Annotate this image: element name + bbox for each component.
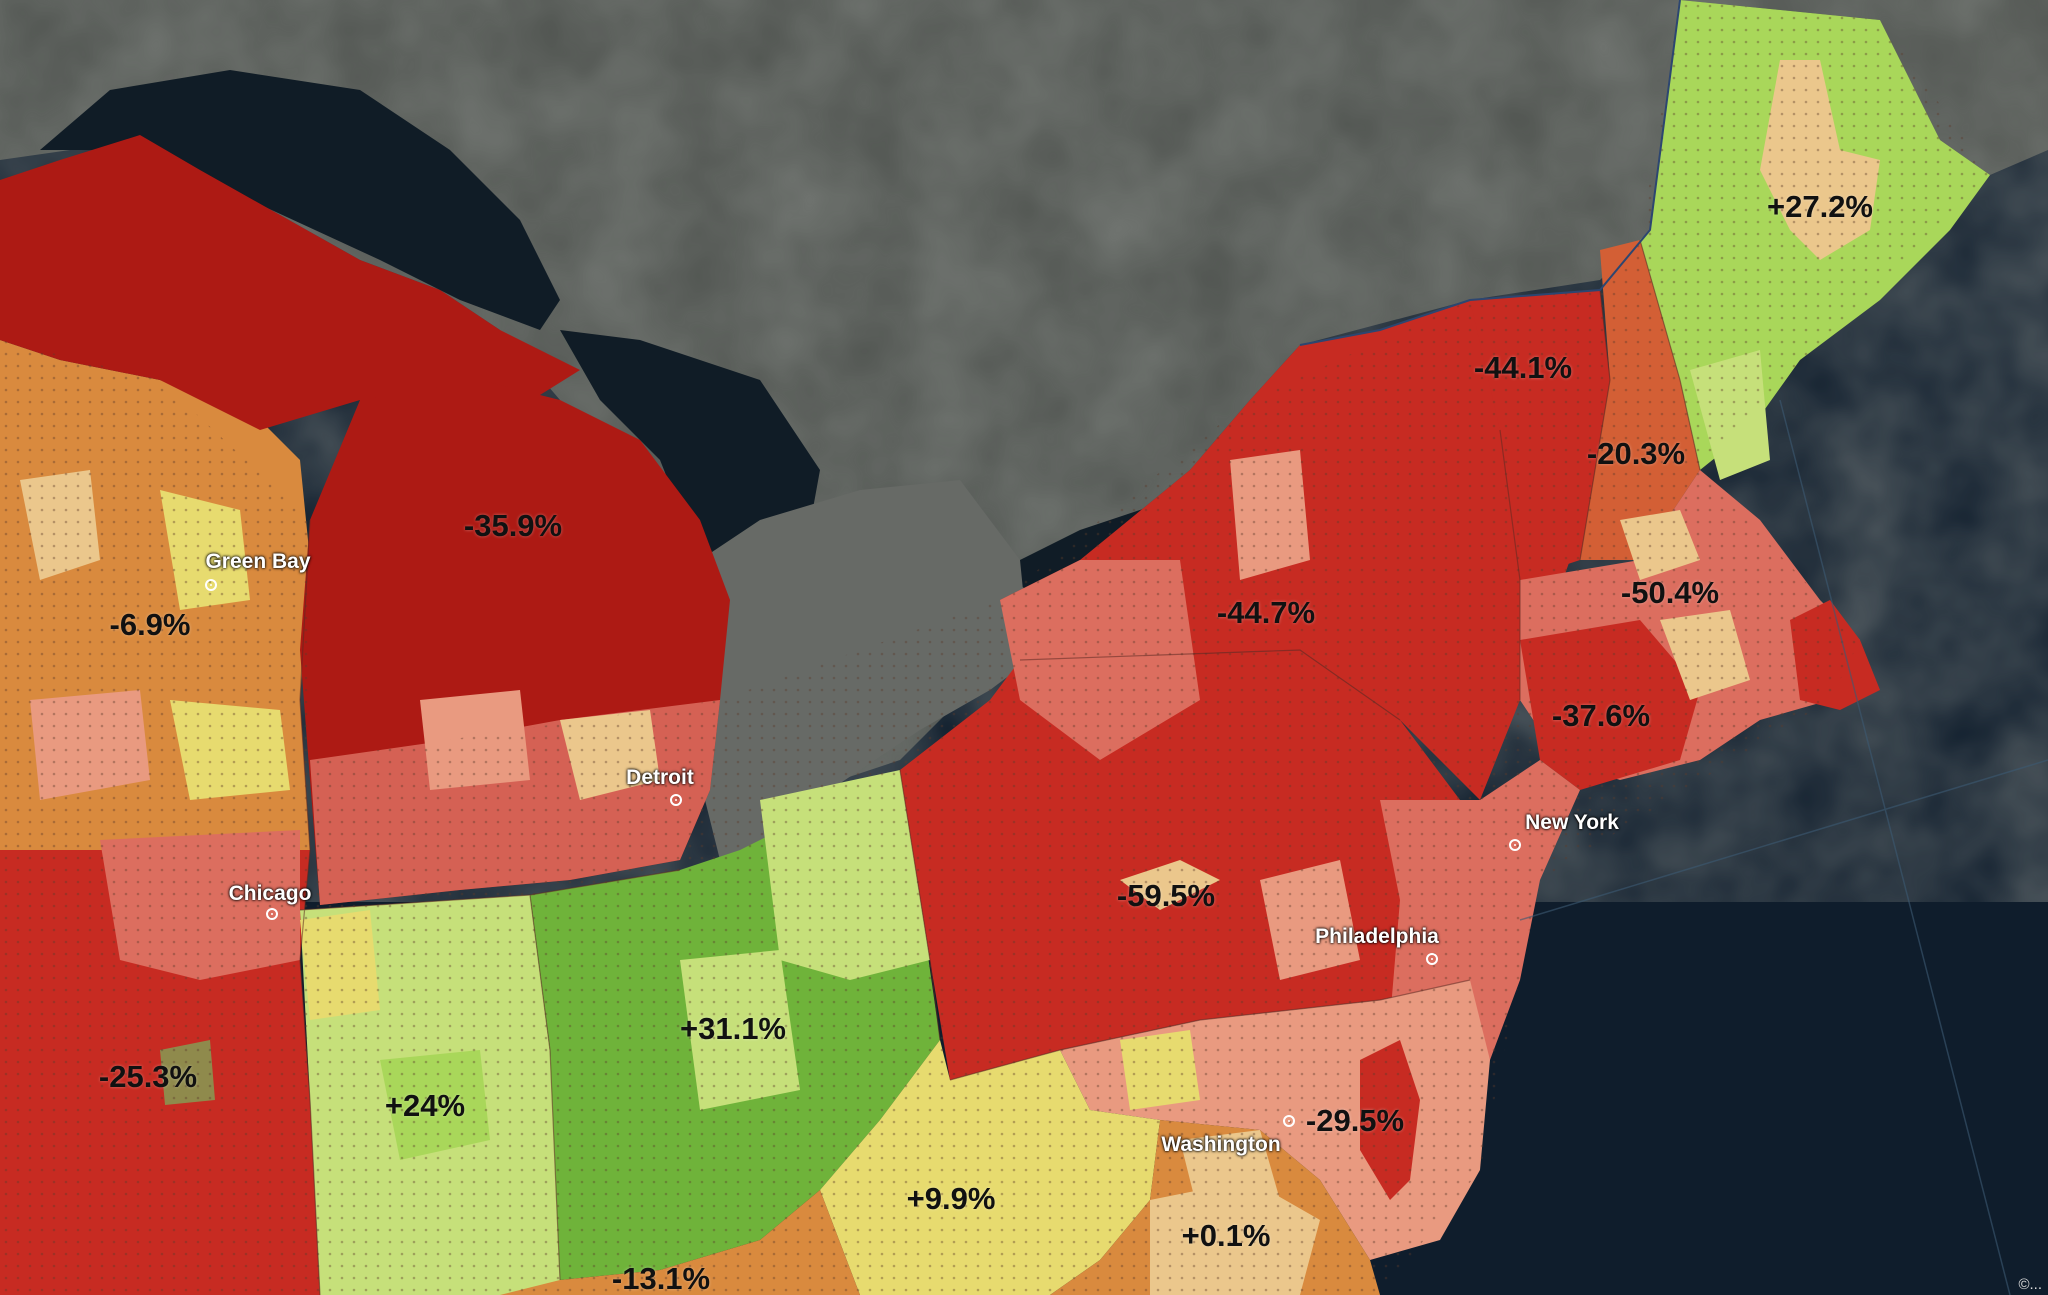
label-connecticut: -37.6% bbox=[1551, 698, 1651, 733]
label-ohio: +31.1% bbox=[679, 1011, 787, 1046]
city-label-washington: Washington bbox=[1161, 1133, 1281, 1156]
coastline bbox=[1299, 0, 1681, 346]
label-vermont: -44.1% bbox=[1473, 350, 1573, 385]
label-maine: +27.2% bbox=[1766, 189, 1874, 224]
label-west-virginia: +9.9% bbox=[906, 1181, 996, 1216]
city-label-green-bay: Green Bay bbox=[205, 550, 311, 573]
hatch-overlay bbox=[0, 0, 1990, 1295]
city-marker-washington[interactable] bbox=[1283, 1115, 1295, 1127]
city-marker-green-bay[interactable] bbox=[205, 579, 217, 591]
label-new-hampshire: -20.3% bbox=[1586, 436, 1686, 471]
city-label-detroit: Detroit bbox=[626, 766, 694, 789]
city-marker-philadelphia[interactable] bbox=[1426, 953, 1438, 965]
city-marker-new-york[interactable] bbox=[1509, 839, 1521, 851]
lake-superior bbox=[40, 70, 560, 330]
map-attribution: ©... bbox=[2018, 1276, 2042, 1293]
label-massachusetts: -50.4% bbox=[1620, 575, 1720, 610]
label-upstate-ny: -44.7% bbox=[1216, 595, 1316, 630]
region-michigan-up[interactable] bbox=[0, 135, 580, 430]
city-label-new-york: New York bbox=[1525, 811, 1619, 834]
city-label-philadelphia: Philadelphia bbox=[1315, 925, 1439, 948]
label-maryland: -29.5% bbox=[1305, 1103, 1405, 1138]
label-michigan: -35.9% bbox=[463, 508, 563, 543]
label-illinois: -25.3% bbox=[98, 1059, 198, 1094]
city-marker-chicago[interactable] bbox=[266, 908, 278, 920]
label-kentucky: -13.1% bbox=[611, 1261, 711, 1295]
state-borders bbox=[299, 239, 1701, 1295]
label-virginia: +0.1% bbox=[1181, 1218, 1271, 1253]
label-pennsylvania: -59.5% bbox=[1116, 878, 1216, 913]
city-label-chicago: Chicago bbox=[228, 882, 312, 905]
label-wisconsin: -6.9% bbox=[109, 607, 191, 642]
graticule bbox=[1519, 399, 2048, 1295]
label-indiana: +24% bbox=[384, 1088, 466, 1123]
city-marker-detroit[interactable] bbox=[670, 794, 682, 806]
